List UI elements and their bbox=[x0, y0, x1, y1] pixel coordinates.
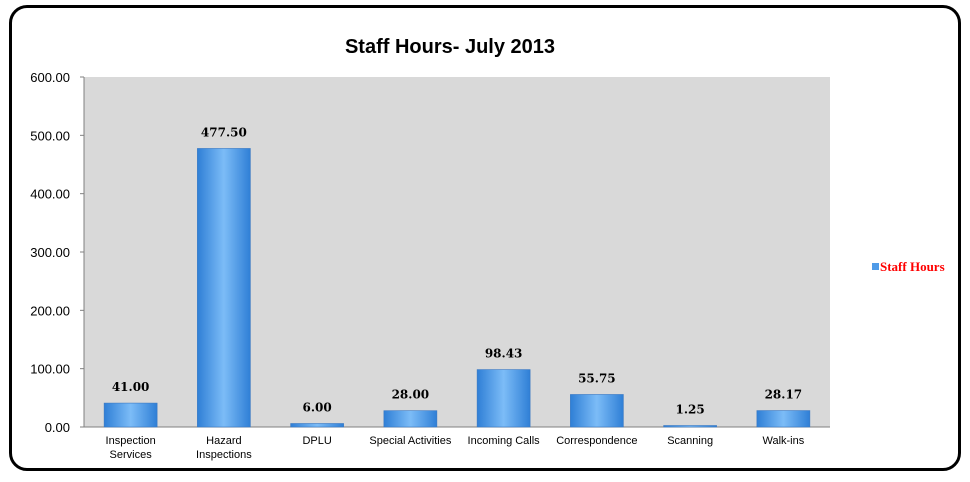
x-tick-label: Special Activities bbox=[369, 435, 451, 447]
x-tick-label: Correspondence bbox=[556, 435, 637, 447]
x-tick-label: DPLU bbox=[302, 435, 331, 447]
bar bbox=[290, 423, 344, 428]
bar bbox=[197, 148, 251, 428]
bar bbox=[476, 369, 531, 428]
x-tick-label: Incoming Calls bbox=[468, 435, 541, 447]
bar bbox=[103, 402, 158, 428]
x-tick-label: Hazard bbox=[206, 435, 241, 447]
data-label: 41.00 bbox=[112, 380, 150, 394]
y-tick-label: 200.00 bbox=[30, 303, 70, 318]
x-tick-label: Scanning bbox=[667, 435, 713, 447]
bar bbox=[756, 410, 811, 428]
legend-label: Staff Hours bbox=[880, 259, 945, 274]
data-label: 6.00 bbox=[303, 401, 332, 415]
x-tick-label: Inspection bbox=[106, 435, 156, 447]
bar bbox=[570, 394, 624, 428]
y-tick-label: 600.00 bbox=[30, 70, 70, 85]
chart-title: Staff Hours- July 2013 bbox=[345, 36, 555, 58]
data-label: 28.17 bbox=[765, 388, 803, 402]
plot-area bbox=[84, 77, 830, 427]
bar bbox=[383, 410, 438, 428]
x-tick-labels: Inspection Services Hazard Inspections DPLU S… bbox=[106, 435, 805, 461]
y-tick-label: 500.00 bbox=[30, 128, 70, 143]
data-label: 1.25 bbox=[676, 403, 705, 417]
x-tick-label: Inspections bbox=[196, 449, 252, 461]
data-label: 477.50 bbox=[201, 125, 247, 139]
legend: Staff Hours bbox=[872, 259, 945, 274]
x-tick-label: Services bbox=[110, 449, 153, 461]
y-tick-labels: 0.00 100.00 200.00 300.00 400.00 500.00 600.00 bbox=[30, 70, 84, 435]
data-label: 28.00 bbox=[392, 388, 430, 402]
y-tick-label: 300.00 bbox=[30, 245, 70, 260]
bars bbox=[103, 148, 811, 428]
y-tick-label: 400.00 bbox=[30, 187, 70, 202]
data-label: 55.75 bbox=[578, 371, 616, 385]
bar bbox=[663, 425, 717, 428]
data-label: 98.43 bbox=[485, 347, 523, 361]
data-labels: 41.00 477.50 6.00 28.00 98.43 55.75 1.25 28.17 bbox=[112, 125, 802, 416]
x-tick-label: Walk-ins bbox=[762, 435, 804, 447]
y-tick-label: 0.00 bbox=[45, 420, 70, 435]
legend-marker bbox=[872, 263, 879, 270]
y-tick-label: 100.00 bbox=[30, 362, 70, 377]
